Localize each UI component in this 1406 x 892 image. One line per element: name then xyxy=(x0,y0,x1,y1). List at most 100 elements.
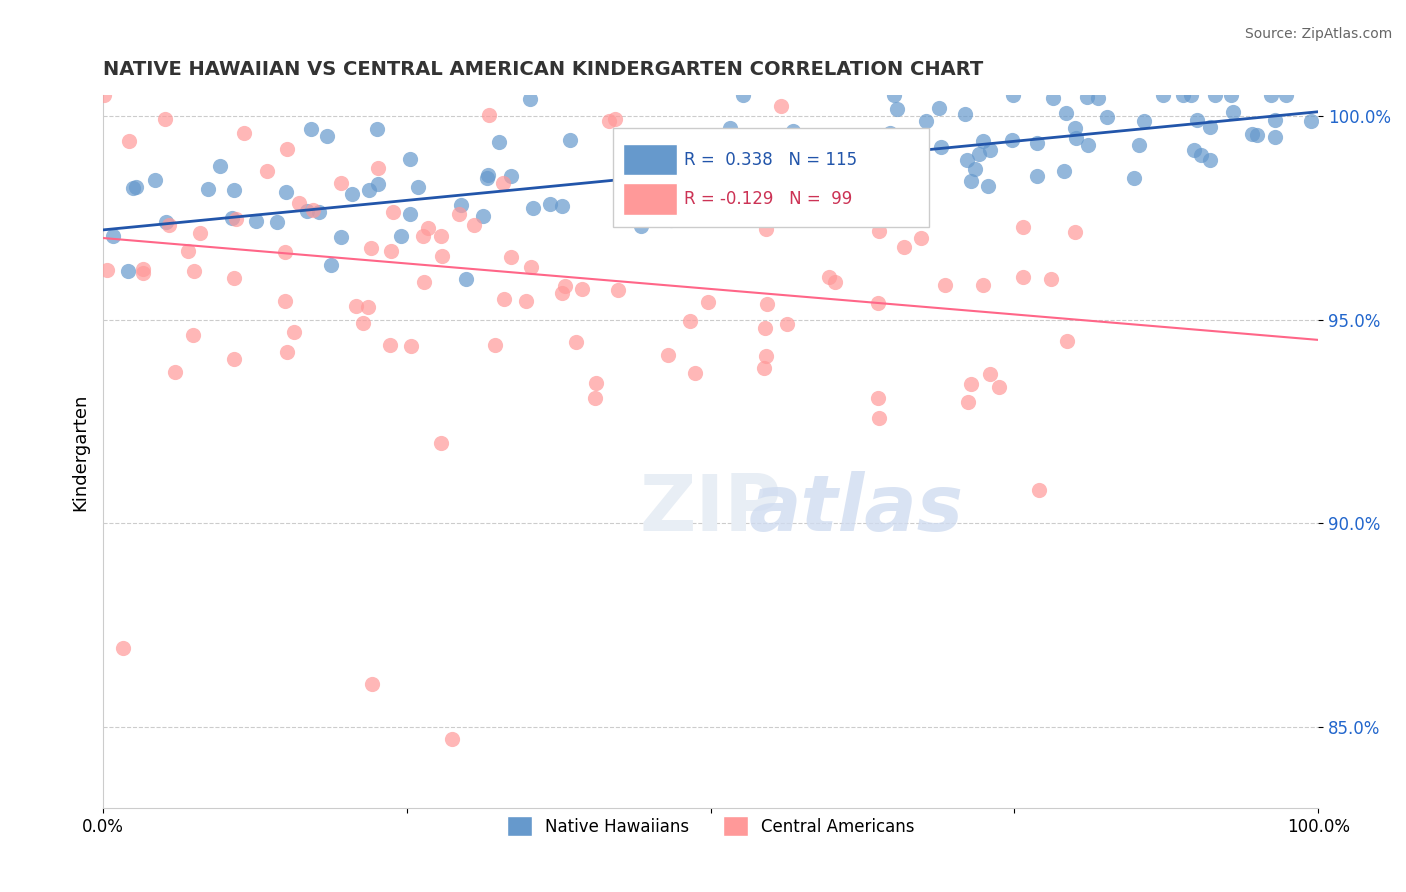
Point xyxy=(432,249,454,263)
Text: NATIVE HAWAIIAN VS CENTRAL AMERICAN KINDERGARTEN CORRELATION CHART: NATIVE HAWAIIAN VS CENTRAL AMERICAN KIND… xyxy=(103,60,983,78)
Point xyxy=(125,180,148,194)
Point xyxy=(738,162,761,177)
Point xyxy=(700,142,723,156)
Point xyxy=(789,167,811,181)
Point xyxy=(685,202,707,216)
FancyBboxPatch shape xyxy=(623,183,676,214)
Point xyxy=(143,173,166,187)
Point xyxy=(754,361,776,376)
Point xyxy=(389,228,412,243)
Point xyxy=(657,348,679,362)
Point xyxy=(731,88,754,103)
Point xyxy=(472,209,495,223)
Point xyxy=(1097,111,1119,125)
Point xyxy=(1185,113,1208,128)
Point xyxy=(224,271,246,285)
Point xyxy=(412,228,434,243)
Point xyxy=(183,264,205,278)
Point xyxy=(456,272,478,286)
Point xyxy=(659,213,682,227)
Point xyxy=(1264,130,1286,145)
Point xyxy=(330,230,353,244)
Point xyxy=(295,204,318,219)
Point xyxy=(367,161,389,175)
Point xyxy=(815,147,838,161)
Point xyxy=(1026,136,1049,150)
Point xyxy=(689,179,711,194)
Point xyxy=(1299,114,1322,128)
Point xyxy=(1026,169,1049,183)
Point xyxy=(1260,88,1282,103)
Point xyxy=(886,103,908,117)
FancyBboxPatch shape xyxy=(613,128,929,227)
Point xyxy=(477,108,499,122)
Point xyxy=(1152,88,1174,103)
Point xyxy=(583,391,606,405)
Point xyxy=(972,134,994,148)
Point xyxy=(274,245,297,260)
Point xyxy=(679,314,702,328)
Point xyxy=(1012,270,1035,285)
Point xyxy=(208,160,231,174)
Point xyxy=(274,185,297,199)
Point xyxy=(554,279,576,293)
Point xyxy=(603,112,626,127)
Point xyxy=(1274,88,1296,103)
Point xyxy=(1204,88,1226,103)
Point xyxy=(413,275,436,289)
Point xyxy=(1246,128,1268,142)
Point xyxy=(585,376,607,390)
Point xyxy=(1087,91,1109,105)
Point xyxy=(832,160,855,174)
Point xyxy=(188,226,211,240)
Point xyxy=(449,207,471,221)
Point xyxy=(1180,88,1202,103)
Point xyxy=(399,152,422,166)
Point xyxy=(366,122,388,136)
Point xyxy=(1077,138,1099,153)
Point xyxy=(103,228,125,243)
Text: Source: ZipAtlas.com: Source: ZipAtlas.com xyxy=(1244,27,1392,41)
Point xyxy=(959,377,981,392)
Point xyxy=(117,264,139,278)
Point xyxy=(266,215,288,229)
Point xyxy=(538,197,561,211)
Point xyxy=(704,173,727,187)
Point xyxy=(132,261,155,276)
Point xyxy=(735,154,758,169)
Point xyxy=(122,180,145,194)
Point xyxy=(755,297,778,311)
Point xyxy=(1189,147,1212,161)
Point xyxy=(352,316,374,330)
Point xyxy=(957,394,980,409)
Point xyxy=(862,154,884,169)
Point xyxy=(783,186,806,200)
Point xyxy=(340,186,363,201)
Point xyxy=(1128,137,1150,152)
Point xyxy=(886,139,908,153)
Point xyxy=(718,120,741,135)
Point xyxy=(501,169,523,183)
Point xyxy=(963,162,986,177)
Point xyxy=(1199,120,1222,134)
Point xyxy=(571,282,593,296)
Point xyxy=(359,183,381,197)
Point xyxy=(868,224,890,238)
Point xyxy=(868,296,890,310)
Point xyxy=(693,182,716,196)
Point xyxy=(430,436,453,450)
Point xyxy=(934,277,956,292)
Point xyxy=(987,379,1010,393)
Point xyxy=(696,295,718,310)
Point xyxy=(357,300,380,314)
Point xyxy=(367,177,389,191)
Point xyxy=(155,215,177,229)
Point xyxy=(1053,164,1076,178)
Point xyxy=(683,366,706,380)
Point xyxy=(360,241,382,255)
Point xyxy=(321,258,343,272)
Legend: Native Hawaiians, Central Americans: Native Hawaiians, Central Americans xyxy=(501,809,921,843)
Point xyxy=(96,263,118,277)
Point xyxy=(378,338,401,352)
Point xyxy=(111,641,134,656)
